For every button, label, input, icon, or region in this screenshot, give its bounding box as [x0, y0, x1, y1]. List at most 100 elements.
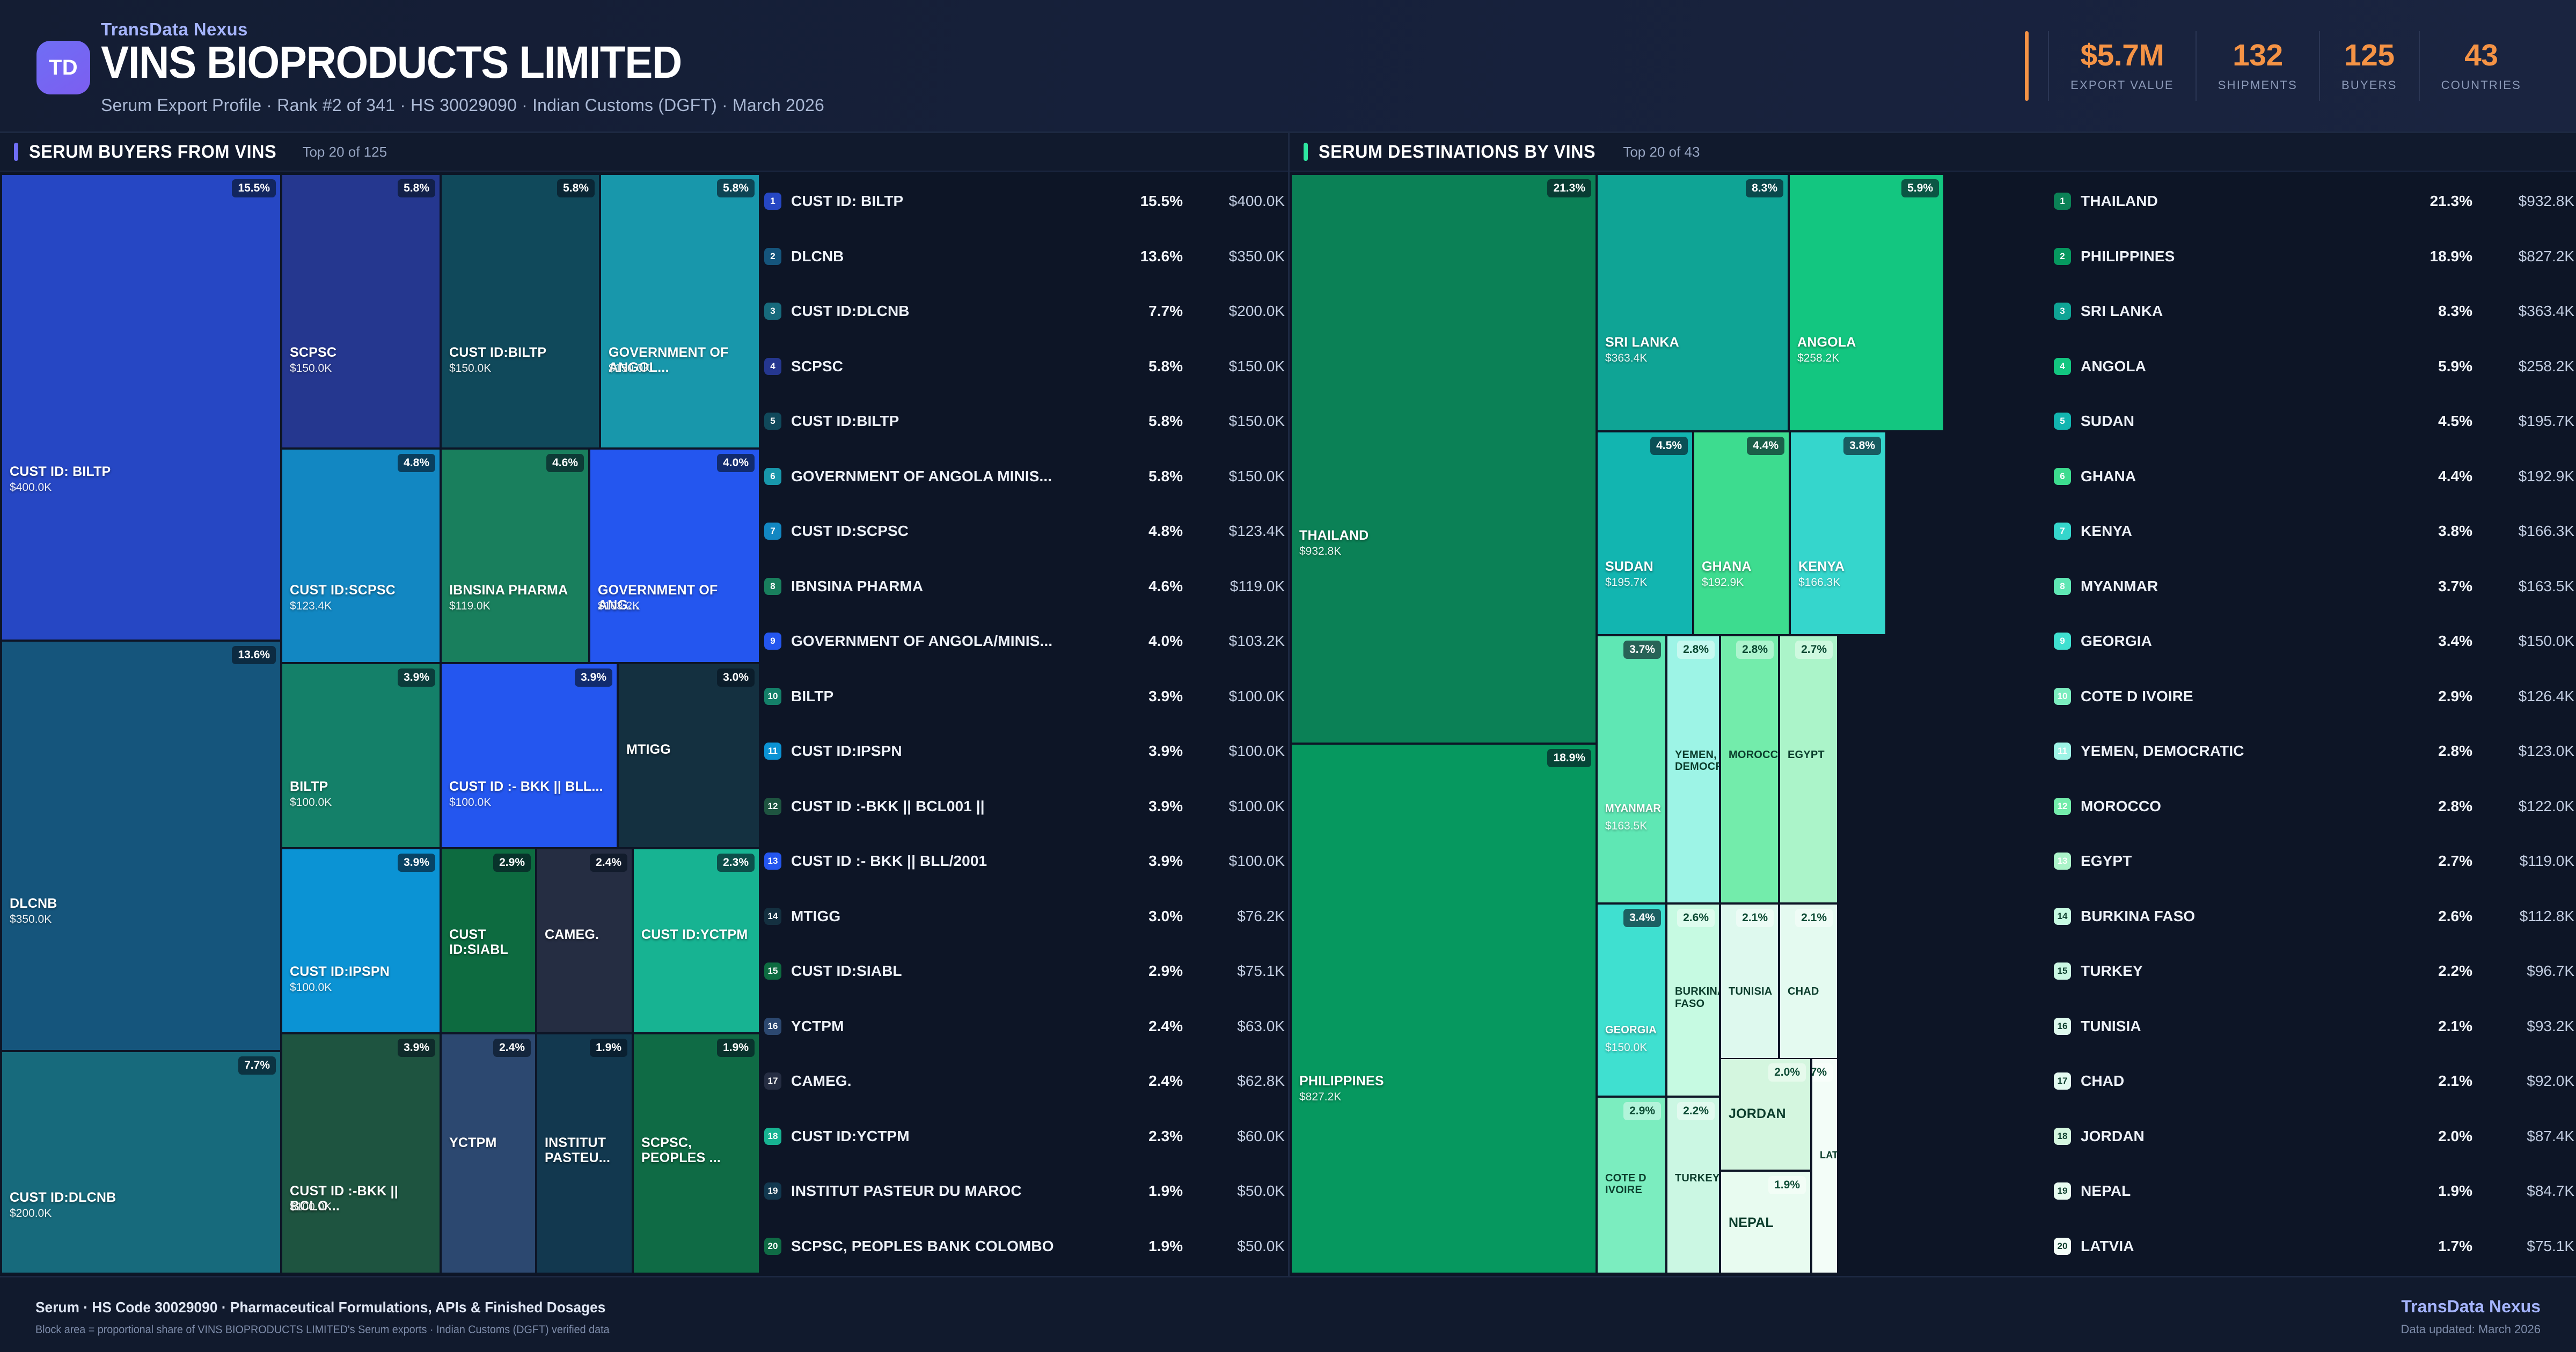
list-item[interactable]: 4 SCPSC 5.8% $150.0K — [764, 356, 1285, 377]
tile-percent-badge: 3.9% — [398, 668, 435, 687]
list-item[interactable]: 3 CUST ID:DLCNB 7.7% $200.0K — [764, 300, 1285, 322]
treemap-tile[interactable]: 3.0% MTIGG — [618, 663, 760, 848]
treemap-tile[interactable]: 4.4% GHANA $192.9K — [1693, 431, 1790, 635]
treemap-tile[interactable]: 2.4% YCTPM — [441, 1033, 536, 1274]
treemap-tile[interactable]: 1.9% INSTITUT PASTEU... — [536, 1033, 633, 1274]
list-item[interactable]: 11 YEMEN, DEMOCRATIC 2.8% $123.0K — [2054, 740, 2574, 762]
list-item[interactable]: 6 GHANA 4.4% $192.9K — [2054, 466, 2574, 487]
treemap-tile[interactable]: 7.7% CUST ID:DLCNB $200.0K — [1, 1051, 281, 1274]
treemap-tile[interactable]: 13.6% DLCNB $350.0K — [1, 641, 281, 1051]
list-item-name: GOVERNMENT OF ANGOLA MINIS... — [791, 467, 1052, 484]
list-item[interactable]: 20 LATVIA 1.7% $75.1K — [2054, 1236, 2574, 1257]
rank-badge: 9 — [764, 633, 781, 650]
list-item[interactable]: 9 GOVERNMENT OF ANGOLA/MINIS... 4.0% $103.2… — [764, 630, 1285, 652]
list-item-value: $123.0K — [2518, 743, 2574, 760]
treemap-tile[interactable]: 1.9% NEPAL — [1720, 1171, 1811, 1274]
tile-label: CUST ID :-BKK || BCLO... — [290, 1183, 398, 1214]
list-item[interactable]: 13 CUST ID :- BKK || BLL/2001 3.9% $100.0K — [764, 850, 1285, 872]
list-item[interactable]: 8 IBNSINA PHARMA 4.6% $119.0K — [764, 576, 1285, 597]
treemap-tile[interactable]: 8.3% SRI LANKA $363.4K — [1597, 174, 1789, 431]
list-item[interactable]: 14 MTIGG 3.0% $76.2K — [764, 906, 1285, 927]
list-item-value: $195.7K — [2518, 413, 2574, 430]
list-item[interactable]: 5 SUDAN 4.5% $195.7K — [2054, 410, 2574, 432]
treemap-tile[interactable]: 3.7% MYANMAR $163.5K — [1597, 635, 1666, 903]
tile-label: CUST ID:SIABL — [449, 927, 508, 957]
list-item[interactable]: 1 CUST ID: BILTP 15.5% $400.0K — [764, 190, 1285, 212]
list-item[interactable]: 17 CAMEG. 2.4% $62.8K — [764, 1070, 1285, 1092]
treemap-tile[interactable]: 2.2% TURKEY — [1666, 1097, 1720, 1274]
list-item[interactable]: 6 GOVERNMENT OF ANGOLA MINIS... 5.8% $150.0… — [764, 466, 1285, 487]
list-item[interactable]: 16 YCTPM 2.4% $63.0K — [764, 1016, 1285, 1037]
list-item[interactable]: 8 MYANMAR 3.7% $163.5K — [2054, 576, 2574, 597]
treemap-tile[interactable]: 3.9% CUST ID :-BKK || BCLO... $100.0K — [281, 1033, 441, 1274]
list-item[interactable]: 15 CUST ID:SIABL 2.9% $75.1K — [764, 960, 1285, 982]
treemap-tile[interactable]: 1.7% LATVIA — [1811, 1058, 1838, 1274]
list-item[interactable]: 2 DLCNB 13.6% $350.0K — [764, 246, 1285, 267]
tile-label: CUST ID:YCTPM — [641, 927, 748, 942]
treemap-tile[interactable]: 2.8% YEMEN, DEMOCRATIC — [1666, 635, 1720, 903]
tile-percent-badge: 2.1% — [1736, 909, 1774, 927]
treemap-tile[interactable]: 3.9% BILTP $100.0K — [281, 663, 441, 848]
treemap-tile[interactable]: 5.8% SCPSC $150.0K — [281, 174, 441, 449]
list-item-percent: 2.6% — [2438, 907, 2472, 924]
treemap-tile[interactable]: 2.9% CUST ID:SIABL — [441, 848, 536, 1033]
list-item[interactable]: 18 CUST ID:YCTPM 2.3% $60.0K — [764, 1126, 1285, 1147]
list-item[interactable]: 3 SRI LANKA 8.3% $363.4K — [2054, 300, 2574, 322]
list-item[interactable]: 2 PHILIPPINES 18.9% $827.2K — [2054, 246, 2574, 267]
treemap-tile[interactable]: 3.8% KENYA $166.3K — [1790, 431, 1886, 635]
treemap-tile[interactable]: 5.8% GOVERNMENT OF ANGOL... $150.0K — [600, 174, 760, 449]
treemap-tile[interactable]: 5.8% CUST ID:BILTP $150.0K — [441, 174, 600, 449]
list-item-percent: 3.9% — [1148, 687, 1183, 704]
list-item-value: $63.0K — [1237, 1017, 1285, 1034]
list-item[interactable]: 5 CUST ID:BILTP 5.8% $150.0K — [764, 410, 1285, 432]
list-item-name: CHAD — [2081, 1072, 2125, 1090]
rank-badge: 8 — [2054, 577, 2071, 595]
list-item-percent: 4.8% — [1148, 523, 1183, 540]
treemap-tile[interactable]: 3.9% CUST ID:IPSPN $100.0K — [281, 848, 441, 1033]
treemap-tile[interactable]: 4.8% CUST ID:SCPSC $123.4K — [281, 449, 441, 663]
list-item[interactable]: 13 EGYPT 2.7% $119.0K — [2054, 850, 2574, 872]
list-item[interactable]: 9 GEORGIA 3.4% $150.0K — [2054, 630, 2574, 652]
list-item[interactable]: 1 THAILAND 21.3% $932.8K — [2054, 190, 2574, 212]
list-item[interactable]: 15 TURKEY 2.2% $96.7K — [2054, 960, 2574, 982]
treemap-tile[interactable]: 2.3% CUST ID:YCTPM — [633, 848, 760, 1033]
list-item[interactable]: 4 ANGOLA 5.9% $258.2K — [2054, 356, 2574, 377]
list-item[interactable]: 12 CUST ID :-BKK || BCL001 || 3.9% $100.0K — [764, 796, 1285, 817]
treemap-tile[interactable]: 2.9% COTE D IVOIRE — [1597, 1097, 1666, 1274]
treemap-tile[interactable]: 2.7% EGYPT — [1779, 635, 1838, 903]
list-item[interactable]: 7 KENYA 3.8% $166.3K — [2054, 520, 2574, 542]
list-item[interactable]: 7 CUST ID:SCPSC 4.8% $123.4K — [764, 520, 1285, 542]
list-item[interactable]: 10 BILTP 3.9% $100.0K — [764, 686, 1285, 707]
treemap-tile[interactable]: 2.4% CAMEG. — [536, 848, 633, 1033]
treemap-tile[interactable]: 2.0% JORDAN — [1720, 1058, 1811, 1171]
list-item[interactable]: 20 SCPSC, PEOPLES BANK COLOMBO 1.9% $50.0K — [764, 1236, 1285, 1257]
list-item[interactable]: 14 BURKINA FASO 2.6% $112.8K — [2054, 906, 2574, 927]
treemap-tile[interactable]: 3.9% CUST ID :- BKK || BLL... $100.0K — [441, 663, 618, 848]
list-item[interactable]: 18 JORDAN 2.0% $87.4K — [2054, 1126, 2574, 1147]
list-item[interactable]: 17 CHAD 2.1% $92.0K — [2054, 1070, 2574, 1092]
treemap-tile[interactable]: 3.4% GEORGIA $150.0K — [1597, 903, 1666, 1097]
treemap-tile[interactable]: 21.3% THAILAND $932.8K — [1291, 174, 1597, 744]
treemap-tile[interactable]: 4.5% SUDAN $195.7K — [1597, 431, 1693, 635]
list-item-name: BILTP — [791, 687, 834, 704]
treemap-tile[interactable]: 15.5% CUST ID: BILTP $400.0K — [1, 174, 281, 641]
list-item[interactable]: 12 MOROCCO 2.8% $122.0K — [2054, 796, 2574, 817]
list-item[interactable]: 19 INSTITUT PASTEUR DU MAROC 1.9% $50.0K — [764, 1180, 1285, 1202]
page-title: VINS BIOPRODUCTS LIMITED — [101, 37, 682, 87]
treemap-tile[interactable]: 4.0% GOVERNMENT OF ANG... $103.2K — [589, 449, 760, 663]
treemap-tile[interactable]: 2.8% MOROCCO — [1720, 635, 1779, 903]
list-item-percent: 1.9% — [1148, 1182, 1183, 1200]
list-item[interactable]: 11 CUST ID:IPSPN 3.9% $100.0K — [764, 740, 1285, 762]
treemap-tile[interactable]: 5.9% ANGOLA $258.2K — [1789, 174, 1944, 431]
list-item-name: THAILAND — [2081, 193, 2158, 210]
list-item[interactable]: 10 COTE D IVOIRE 2.9% $126.4K — [2054, 686, 2574, 707]
list-item-name: YCTPM — [791, 1017, 844, 1034]
list-item-value: $123.4K — [1228, 523, 1285, 540]
treemap-tile[interactable]: 2.6% BURKINA FASO — [1666, 903, 1720, 1097]
list-item-name: CAMEG. — [791, 1072, 852, 1090]
list-item[interactable]: 19 NEPAL 1.9% $84.7K — [2054, 1180, 2574, 1202]
treemap-tile[interactable]: 18.9% PHILIPPINES $827.2K — [1291, 744, 1597, 1274]
treemap-tile[interactable]: 1.9% SCPSC, PEOPLES ... — [633, 1033, 760, 1274]
treemap-tile[interactable]: 4.6% IBNSINA PHARMA $119.0K — [441, 449, 589, 663]
list-item[interactable]: 16 TUNISIA 2.1% $93.2K — [2054, 1016, 2574, 1037]
